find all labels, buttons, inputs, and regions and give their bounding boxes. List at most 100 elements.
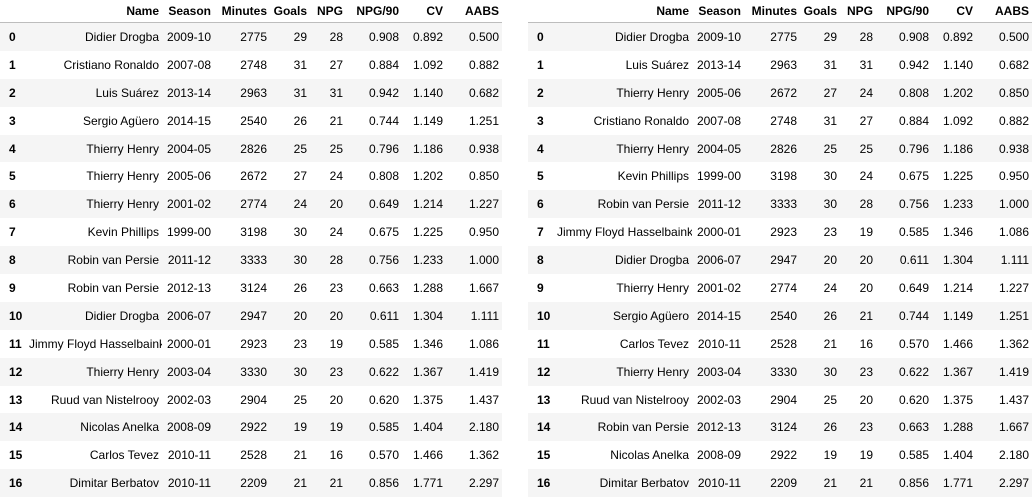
row-index: 12 — [537, 364, 551, 379]
cell-minutes: 2540 — [770, 308, 797, 323]
cell-npg: 28 — [329, 29, 343, 44]
cell-goals: 26 — [823, 420, 837, 435]
row-index: 9 — [537, 280, 544, 295]
cell-goals: 30 — [823, 169, 837, 184]
cell-npg: 24 — [329, 225, 343, 240]
table-row: 4 Thierry Henry 2004-05 2826 25 25 0.796 1.186 0… — [528, 134, 1032, 163]
cell-name: Jimmy Floyd Hasselbaink — [29, 336, 162, 351]
column-header-npg: NPG — [840, 0, 876, 23]
cell-cv: 0.892 — [412, 29, 443, 44]
cell-name: Robin van Persie — [67, 280, 159, 295]
cell-season: 2010-11 — [167, 476, 211, 491]
table-row: 13 Ruud van Nistelrooy 2002-03 2904 25 20 0.62… — [0, 385, 502, 414]
cell-npg-90: 0.942 — [898, 57, 929, 72]
cell-season: 2000-01 — [696, 225, 741, 240]
cell-cv: 1.092 — [412, 57, 443, 72]
cell-season: 2013-14 — [166, 85, 211, 100]
table-row: 6 Robin van Persie 2011-12 3333 30 28 0.756 1.2… — [528, 190, 1032, 219]
cell-minutes: 2826 — [770, 141, 797, 156]
cell-npg: 31 — [859, 57, 873, 72]
cell-season: 2002-03 — [696, 392, 741, 407]
cell-npg-90: 0.620 — [368, 392, 399, 407]
cell-aabs: 1.437 — [468, 392, 499, 407]
cell-season: 1999-00 — [166, 225, 211, 240]
cell-name: Nicolas Anelka — [80, 420, 159, 435]
column-header-npg: NPG — [310, 0, 346, 23]
cell-npg: 23 — [859, 420, 873, 435]
cell-aabs: 1.227 — [998, 280, 1029, 295]
cell-minutes: 3124 — [240, 280, 267, 295]
cell-aabs: 1.111 — [470, 308, 499, 323]
cell-season: 2011-12 — [697, 197, 741, 212]
cell-aabs: 0.950 — [468, 225, 499, 240]
cell-name: Didier Drogba — [614, 253, 689, 268]
row-index: 13 — [537, 392, 551, 407]
row-index: 13 — [9, 392, 23, 407]
cell-npg: 19 — [329, 336, 343, 351]
cell-npg: 19 — [859, 225, 873, 240]
row-index: 16 — [537, 476, 551, 491]
row-index: 5 — [9, 169, 16, 184]
cell-goals: 26 — [293, 113, 307, 128]
cell-npg-90: 0.884 — [368, 57, 399, 72]
cell-minutes: 2775 — [240, 29, 267, 44]
table-row: 3 Cristiano Ronaldo 2007-08 2748 31 27 0.884 1.… — [528, 106, 1032, 135]
cell-npg-90: 0.649 — [898, 280, 929, 295]
cell-minutes: 2826 — [240, 141, 267, 156]
table-row: 7 Jimmy Floyd Hasselbaink 2000-01 2923 23 19 0… — [528, 218, 1032, 247]
cell-aabs: 1.419 — [468, 364, 499, 379]
table-row: 12 Thierry Henry 2003-04 3330 30 23 0.622 1.367… — [528, 357, 1032, 386]
cell-minutes: 2963 — [240, 85, 267, 100]
cell-minutes: 3198 — [240, 225, 267, 240]
cell-aabs: 2.180 — [468, 420, 499, 435]
cell-name: Thierry Henry — [616, 85, 689, 100]
cell-npg-90: 0.908 — [898, 29, 929, 44]
cell-name: Luis Suárez — [95, 85, 159, 100]
cell-aabs: 1.419 — [998, 364, 1029, 379]
cell-npg: 21 — [859, 308, 873, 323]
cell-goals: 25 — [823, 392, 837, 407]
cell-season: 2008-09 — [696, 448, 741, 463]
table-row: 9 Robin van Persie 2012-13 3124 26 23 0.663 1.2… — [0, 274, 502, 302]
table-row: 2 Thierry Henry 2005-06 2672 27 24 0.808 1.202 0… — [528, 78, 1032, 107]
cell-name: Didier Drogba — [614, 29, 689, 44]
cell-minutes: 2963 — [770, 57, 797, 72]
cell-aabs: 0.950 — [998, 169, 1029, 184]
row-index: 14 — [537, 420, 551, 435]
cell-npg: 27 — [859, 113, 873, 128]
cell-cv: 1.771 — [942, 476, 973, 491]
cell-npg-90: 0.942 — [368, 85, 399, 100]
cell-cv: 1.214 — [412, 197, 443, 212]
cell-minutes: 2947 — [240, 308, 267, 323]
cell-cv: 1.375 — [942, 392, 973, 407]
cell-npg-90: 0.570 — [368, 448, 399, 463]
cell-season: 2012-13 — [166, 280, 211, 295]
cell-cv: 1.288 — [412, 280, 443, 295]
cell-npg-90: 0.585 — [898, 225, 929, 240]
cell-aabs: 1.667 — [998, 420, 1029, 435]
cell-cv: 1.771 — [412, 476, 443, 491]
cell-cv: 1.404 — [942, 448, 973, 463]
header-row: Name Season Minutes Goals NPG NPG/90 CV AABS — [0, 0, 502, 23]
cell-season: 2014-15 — [696, 308, 741, 323]
cell-npg-90: 0.611 — [899, 253, 929, 268]
cell-season: 2014-15 — [166, 113, 211, 128]
cell-cv: 1.304 — [942, 253, 973, 268]
cell-cv: 1.346 — [412, 336, 443, 351]
cell-minutes: 3198 — [770, 169, 797, 184]
cell-aabs: 1.362 — [468, 448, 499, 463]
cell-goals: 24 — [293, 197, 307, 212]
row-index: 4 — [9, 141, 16, 156]
table-row: 9 Thierry Henry 2001-02 2774 24 20 0.649 1.214 1… — [528, 274, 1032, 302]
cell-npg-90: 0.856 — [898, 476, 929, 491]
cell-npg-90: 0.756 — [368, 253, 399, 268]
cell-aabs: 0.850 — [468, 169, 499, 184]
table-row: 3 Sergio Agüero 2014-15 2540 26 21 0.744 1.149 1… — [0, 106, 502, 135]
row-index: 1 — [9, 57, 16, 72]
table-row: 2 Luis Suárez 2013-14 2963 31 31 0.942 1.140 0.6… — [0, 78, 502, 107]
cell-npg: 25 — [859, 141, 873, 156]
cell-goals: 29 — [293, 29, 307, 44]
cell-minutes: 2923 — [770, 225, 797, 240]
cell-npg-90: 0.611 — [369, 308, 399, 323]
cell-minutes: 2947 — [770, 253, 797, 268]
